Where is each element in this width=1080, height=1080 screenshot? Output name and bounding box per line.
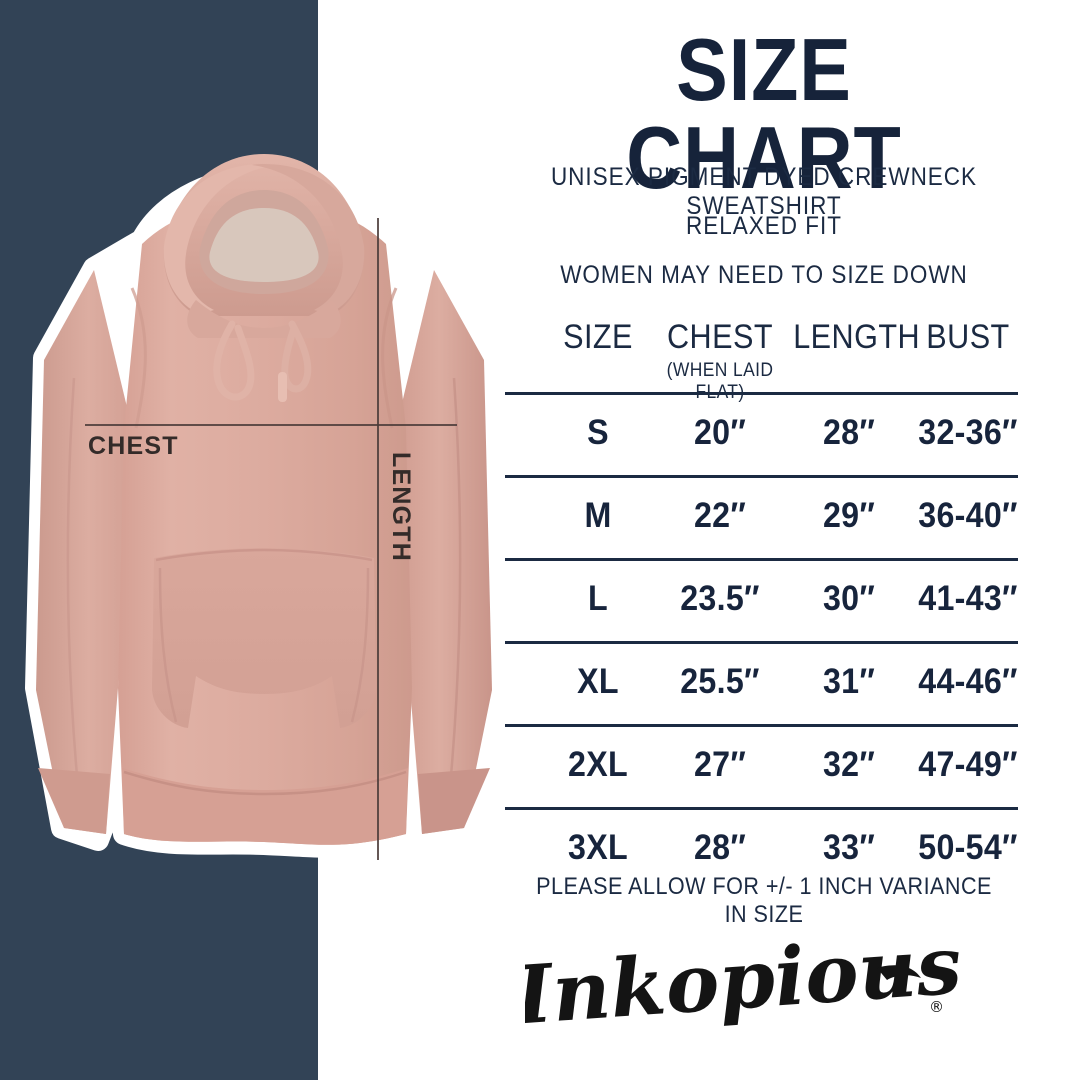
column-header-size: SIZE (563, 318, 633, 356)
table-row: 2XL 27″ 32″ 47-49″ (505, 727, 1023, 807)
product-photo: CHEST LENGTH (0, 0, 520, 1080)
length-measure-label: LENGTH (387, 452, 415, 562)
cell-bust: 47-49″ (918, 745, 1018, 784)
cell-chest: 25.5″ (680, 662, 760, 701)
table-row: 3XL 28″ 33″ 50-54″ (505, 810, 1023, 890)
subtitle-product: UNISEX PIGMENT DYED CREWNECK SWEATSHIRT (550, 163, 978, 220)
cell-length: 32″ (822, 745, 876, 784)
cell-size: 3XL (568, 828, 628, 867)
size-table: SIZE CHEST LENGTH BUST (WHEN LAID FLAT) … (505, 318, 1023, 890)
table-rule (505, 392, 1018, 395)
cell-bust: 50-54″ (918, 828, 1018, 867)
cell-chest: 23.5″ (680, 579, 760, 618)
cell-chest: 27″ (693, 745, 747, 784)
inkopious-logo: Inkopious ® (525, 922, 964, 1042)
table-rule (505, 641, 1018, 644)
registered-trademark-icon: ® (929, 998, 944, 1016)
length-measure-line (377, 218, 379, 860)
cell-chest: 28″ (693, 828, 747, 867)
cell-length: 30″ (822, 579, 876, 618)
column-header-bust: BUST (926, 318, 1010, 356)
table-rule (505, 558, 1018, 561)
logo-wordmark: Inkopious (525, 922, 964, 1042)
cell-bust: 44-46″ (918, 662, 1018, 701)
column-header-length: LENGTH (793, 318, 921, 356)
column-header-note: (WHEN LAID FLAT) (666, 360, 774, 403)
subtitle-fit: RELAXED FIT (686, 212, 842, 240)
cell-length: 29″ (822, 496, 876, 535)
table-rule (505, 724, 1018, 727)
cell-size: 2XL (568, 745, 628, 784)
table-row: M 22″ 29″ 36-40″ (505, 478, 1023, 558)
chest-measure-label: CHEST (88, 432, 179, 460)
cell-size: S (587, 413, 609, 452)
chart-panel: SIZE CHART UNISEX PIGMENT DYED CREWNECK … (505, 0, 1080, 1080)
page-title: SIZE CHART (626, 20, 902, 207)
cell-size: L (588, 579, 608, 618)
table-row: S 20″ 28″ 32-36″ (505, 395, 1023, 475)
cell-length: 33″ (822, 828, 876, 867)
cell-length: 31″ (822, 662, 876, 701)
cell-size: XL (577, 662, 619, 701)
subtitle-sizing-advice: WOMEN MAY NEED TO SIZE DOWN (560, 261, 968, 289)
cell-bust: 36-40″ (918, 496, 1018, 535)
table-rule (505, 807, 1018, 810)
hoodie-illustration (25, 154, 503, 858)
logo-flourish (877, 965, 921, 980)
table-rule (505, 475, 1018, 478)
column-header-chest: CHEST (667, 318, 773, 356)
table-row: L 23.5″ 30″ 41-43″ (505, 561, 1023, 641)
cell-length: 28″ (822, 413, 876, 452)
cell-chest: 20″ (693, 413, 747, 452)
table-row: XL 25.5″ 31″ 44-46″ (505, 644, 1023, 724)
cell-chest: 22″ (693, 496, 747, 535)
cell-bust: 32-36″ (918, 413, 1018, 452)
cell-size: M (584, 496, 612, 535)
cell-bust: 41-43″ (918, 579, 1018, 618)
table-header-row: SIZE CHEST LENGTH BUST (WHEN LAID FLAT) (505, 318, 1023, 403)
chest-measure-line (85, 424, 457, 426)
variance-footnote: PLEASE ALLOW FOR +/- 1 INCH VARIANCE IN … (536, 873, 992, 928)
